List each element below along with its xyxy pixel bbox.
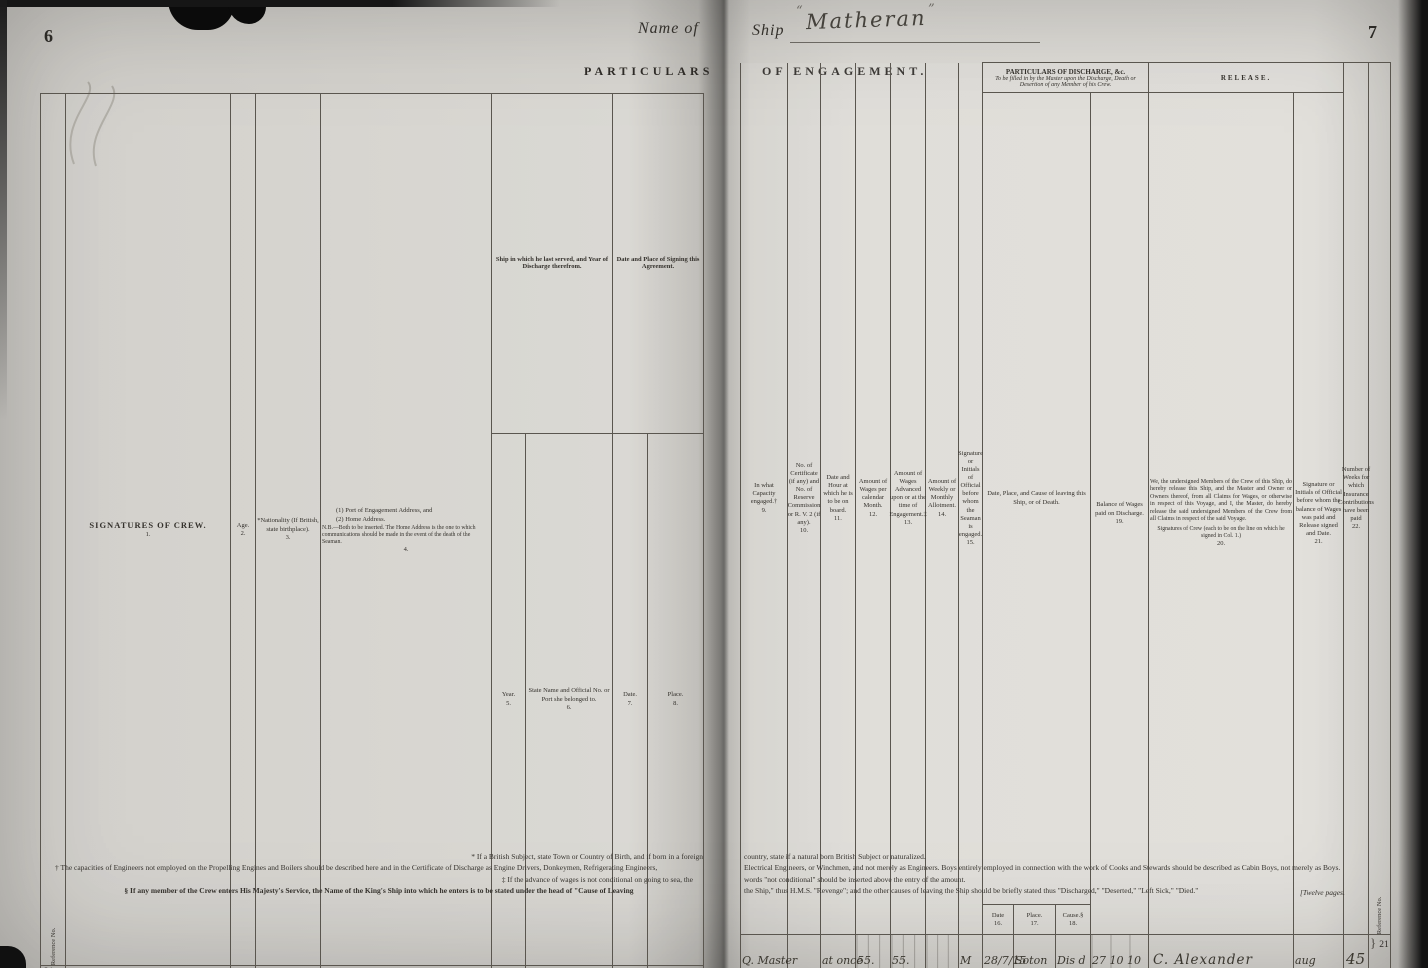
advance-header: Amount of Wages Advanced upon or at the … xyxy=(889,62,927,936)
date-on-board: at once xyxy=(820,934,863,968)
address-header: (1) Port of Engagement Address, and (2) … xyxy=(320,92,492,967)
onboard-header: Date and Hour at which he is to be on bo… xyxy=(820,62,856,936)
footnote: † The capacities of Engineers not employ… xyxy=(55,863,658,873)
discharge-cause-header: Cause.§ 18. xyxy=(1055,904,1091,936)
crew-row-right: Q. Master at once 55. 55. M 28/7/15 Soton Dis d… xyxy=(740,934,1392,968)
scan-edge-right xyxy=(1398,0,1428,968)
crew-rows-right: Q. Master at once 55. 55. M 28/7/15 Soton Dis d… xyxy=(740,934,1392,968)
ship-name-quote-close: ” xyxy=(928,2,935,17)
last-ship-group-header: Ship in which he last served, and Year o… xyxy=(490,93,614,434)
signing-date-header: Date. 7. xyxy=(612,432,649,967)
footnote: words "not conditional" should be insert… xyxy=(744,874,966,884)
advance-value: 55. xyxy=(892,954,910,968)
last-ship-name: Herefordshire xyxy=(524,965,614,968)
discharge-place-value: Soton xyxy=(1015,954,1048,968)
ref-number: 21 xyxy=(1379,940,1389,951)
insurance-weeks-header: Number of Weeks for which Insurance Cont… xyxy=(1338,61,1374,936)
footnote: country, state if a natural born British… xyxy=(744,852,926,861)
leaving-header: Date, Place, and Cause of leaving this S… xyxy=(982,91,1091,906)
engagement-discharge-table: In what Capacity engaged.† 9. No. of Cert… xyxy=(740,61,1392,968)
allotment xyxy=(925,934,959,968)
discharge-date-value: 28/7/15 xyxy=(984,954,1027,968)
last-ship-name-header: State Name and Official No. or Port she … xyxy=(524,432,614,967)
balance-value: 27 10 10 xyxy=(1092,954,1141,968)
onboard-value: at once xyxy=(822,954,863,968)
ship-label: Ship xyxy=(752,22,785,39)
capacity-header: In what Capacity engaged.† 9. xyxy=(740,62,788,936)
signatures-header: SIGNATURES OF CREW. 1. xyxy=(65,92,231,967)
insurance-weeks: 45 xyxy=(1343,934,1370,968)
engagement-official: M xyxy=(958,934,983,968)
engagement-header: In what Capacity engaged.† 9. No. of Cert… xyxy=(740,61,1392,936)
ship-name-handwritten: Matheran xyxy=(805,5,927,35)
certificate-value xyxy=(788,954,789,967)
balance-header: Balance of Wages paid on Discharge. 19. xyxy=(1089,91,1150,936)
ref-no-header: Reference No. xyxy=(40,92,66,967)
crew-rows-left: 21C Alexander.25Limerick{(1)17 St Ambros… xyxy=(40,965,705,968)
discharge-date-header: Date 16. xyxy=(982,904,1014,936)
page-gutter-shadow xyxy=(698,0,748,968)
ship-name-quote-open: “ xyxy=(796,4,803,19)
capacity-value: Q. Master xyxy=(742,954,798,968)
discharge-place-header: Place. 17. xyxy=(1013,904,1056,936)
footnote: * If a British Subject, state Town or Co… xyxy=(471,852,703,861)
crew-row-left: 21C Alexander.25Limerick{(1)17 St Ambros… xyxy=(40,965,705,968)
year-header: Year. 5. xyxy=(491,432,526,967)
footnotes-left: * If a British Subject, state Town or Co… xyxy=(55,851,703,896)
particulars-header: Reference No. SIGNATURES OF CREW. 1. Age.… xyxy=(40,92,705,967)
weeks-value: 45 xyxy=(1346,950,1366,968)
brace-mark: } xyxy=(1370,935,1377,951)
discharge-place: Soton xyxy=(1013,934,1056,968)
discharge-cause: Dis d xyxy=(1055,934,1091,968)
release-signature: C. Alexander xyxy=(1148,934,1295,968)
ref-no: } 21 xyxy=(1368,934,1392,968)
right-page-number: 7 xyxy=(1368,22,1377,42)
left-section-title: PARTICULARS xyxy=(584,64,714,78)
discharge-cause-value: Dis d xyxy=(1057,954,1086,968)
release-signature-text: C. Alexander xyxy=(1153,952,1253,968)
signing-place: B'head xyxy=(647,965,705,968)
release-group-header: RELEASE. xyxy=(1148,62,1345,93)
footnote: Electrical Engineers, or Winchmen, and n… xyxy=(744,863,1341,873)
balance-of-wages: 27 10 10 xyxy=(1089,934,1150,968)
allotment-header: Amount of Weekly or Monthly Allotment. 14… xyxy=(925,62,959,936)
age-header: Age. 2. xyxy=(230,92,256,967)
discharge-group-header: PARTICULARS OF DISCHARGE, &c. To be fill… xyxy=(981,62,1150,93)
footnote: § If any member of the Crew enters His M… xyxy=(124,885,634,895)
ref-no-header-right: Reference No. xyxy=(1368,61,1392,936)
wages-header: Amount of Wages per calendar Month. 12. xyxy=(855,62,891,936)
ship-name-rule xyxy=(790,42,1040,43)
release-official-header: Signature or Initials of Official before… xyxy=(1293,91,1345,936)
scan-edge-corner xyxy=(0,946,26,968)
scan-edge-left xyxy=(0,0,7,420)
wages-per-month: 55. xyxy=(855,934,891,968)
engagement-official-value: M xyxy=(960,954,972,968)
particulars-table: Reference No. SIGNATURES OF CREW. 1. Age.… xyxy=(40,92,705,968)
footnote: the Ship," thus H.M.S. "Revenge"; and th… xyxy=(744,885,1199,895)
certificate-header: No. of Certificate (if any) and No. of R… xyxy=(787,62,821,936)
scan-edge-top xyxy=(0,0,560,7)
wages-value: 55. xyxy=(857,954,875,968)
discharge-date: 28/7/15 xyxy=(982,934,1026,968)
name-of-label: Name of xyxy=(638,20,699,37)
left-page-number: 6 xyxy=(44,26,53,46)
pages-note: [Twelve pages. xyxy=(1300,888,1345,897)
capacity: Q. Master xyxy=(740,934,797,968)
signing-group-header: Date and Place of Signing this Agreement… xyxy=(612,93,705,434)
wages-advanced: 55. xyxy=(890,934,926,968)
allotment-value xyxy=(926,954,927,967)
release-text-header: We, the undersigned Members of the Crew … xyxy=(1148,91,1295,936)
footnote: ‡ If the advance of wages is not conditi… xyxy=(501,874,693,884)
signing-place-header: Place. 8. xyxy=(647,432,705,967)
engagement-official-header: Signature or Initials of Official before… xyxy=(958,62,983,936)
release-official-value: aug xyxy=(1295,954,1316,968)
release-official: aug xyxy=(1293,934,1345,968)
certificate-no xyxy=(787,934,821,968)
nationality-header: *Nationality (If British, state birthpla… xyxy=(255,92,321,967)
footnotes-right: country, state if a natural born British… xyxy=(744,851,1388,896)
